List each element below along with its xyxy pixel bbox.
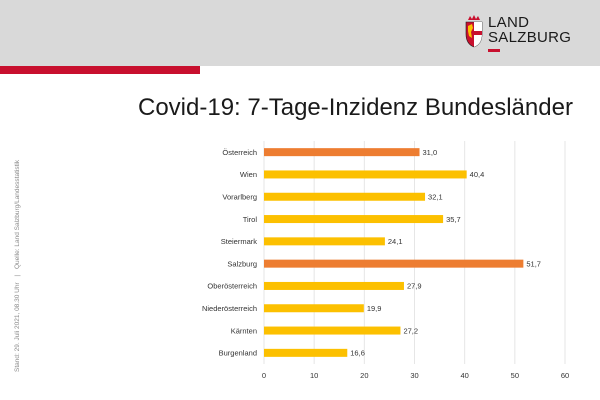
bar [264,192,426,201]
logo-underline [488,49,500,52]
bar [264,259,524,268]
category-label: Wien [240,170,257,179]
value-label: 27,2 [403,326,418,335]
chart-title: Covid-19: 7-Tage-Inzidenz Bundesländer [138,94,573,121]
bar [264,170,467,179]
x-tick-label: 50 [511,371,519,380]
x-tick-label: 40 [460,371,468,380]
value-label: 16,6 [350,349,365,358]
coat-of-arms-icon [465,15,483,48]
value-label: 31,0 [423,148,438,157]
category-label: Steiermark [221,237,258,246]
bar [264,237,385,246]
category-label: Vorarlberg [222,192,257,201]
x-tick-label: 0 [262,371,266,380]
bar [264,304,364,313]
logo-text-land: LAND [488,14,530,31]
value-label: 32,1 [428,192,443,201]
category-label: Österreich [222,148,257,157]
value-label: 51,7 [526,259,541,268]
x-tick-label: 60 [561,371,569,380]
x-tick-label: 30 [410,371,418,380]
value-label: 27,9 [407,282,422,291]
category-label: Tirol [243,215,258,224]
category-label: Niederösterreich [202,304,257,313]
category-label: Burgenland [219,349,257,358]
category-label: Kärnten [231,326,257,335]
bar [264,148,420,157]
value-label: 35,7 [446,215,461,224]
brand-stripe [0,66,200,74]
category-label: Salzburg [227,259,257,268]
x-tick-label: 20 [360,371,368,380]
land-salzburg-logo[interactable]: LAND SALZBURG [464,14,584,56]
bar [264,281,404,290]
value-label: 24,1 [388,237,403,246]
header-bar [0,0,600,66]
bar [264,215,444,224]
category-label: Oberösterreich [207,282,257,291]
logo-text-salzburg: SALZBURG [488,29,572,46]
value-label: 19,9 [367,304,382,313]
bar [264,348,348,357]
value-label: 40,4 [470,170,485,179]
x-tick-label: 10 [310,371,318,380]
bar [264,326,401,335]
